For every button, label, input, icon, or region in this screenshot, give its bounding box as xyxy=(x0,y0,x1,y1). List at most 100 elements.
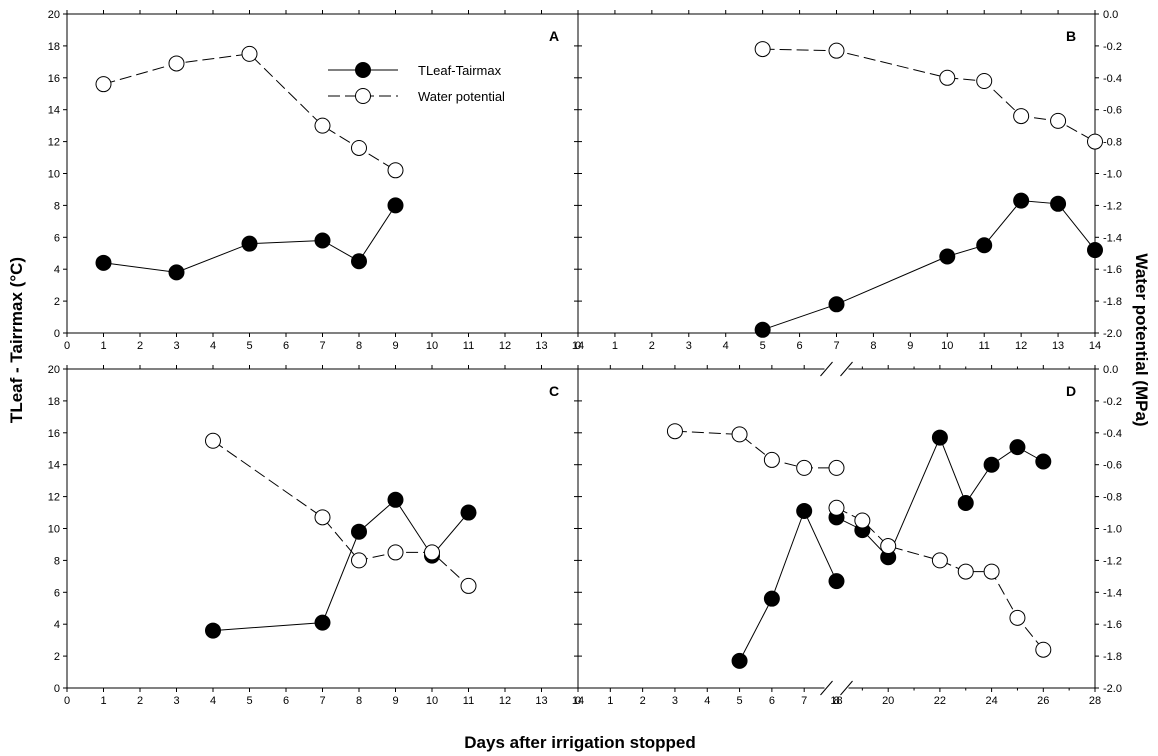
x-tick-label: 6 xyxy=(283,340,289,352)
legend-marker-tleaf xyxy=(355,62,371,78)
axis-break-mark xyxy=(820,680,833,696)
axis-break-gap xyxy=(824,682,849,694)
x-tick-label: 8 xyxy=(833,695,839,707)
x-tick-label: 8 xyxy=(870,340,876,352)
water-potential-point xyxy=(387,162,404,179)
y2-tick-label: -1.4 xyxy=(1103,232,1122,244)
water-potential-point xyxy=(168,55,185,72)
water-potential-point xyxy=(854,512,871,529)
water-potential-point xyxy=(796,459,813,476)
y2-tick-label: -1.2 xyxy=(1103,200,1122,212)
water-potential-point xyxy=(460,577,477,594)
x-tick-label: 1 xyxy=(612,340,618,352)
y2-tick-label: -1.6 xyxy=(1103,619,1122,631)
x-tick-label: 7 xyxy=(319,695,325,707)
x-tick-label: 10 xyxy=(426,695,438,707)
tleaf-tairmax-point xyxy=(1009,439,1026,456)
panel-B: 0 1 2 3 4 5 6 7 8 9 10 11 12 13 14-2.0-1.8-1.6-1.4-1.2… xyxy=(575,9,1122,352)
x-tick-label: 2 xyxy=(649,340,655,352)
y-tick-label: 2 xyxy=(54,296,60,308)
water-potential-point xyxy=(1035,641,1052,658)
y-tick-label: 14 xyxy=(48,460,60,472)
y2-tick-label: -0.2 xyxy=(1103,41,1122,53)
tleaf-tairmax-point xyxy=(1035,453,1052,470)
y2-tick-label: -1.0 xyxy=(1103,169,1122,181)
tleaf-tairmax-point xyxy=(828,573,845,590)
x-tick-label: 10 xyxy=(941,340,953,352)
water-potential-point xyxy=(241,45,258,62)
x-tick-label: 5 xyxy=(760,340,766,352)
panel-D: 0 1 2 3 4 5 6 7 818 20 22 24 26 28-2.0 -1.8 -1.6 -1.4 -1.… xyxy=(575,361,1122,707)
water-potential-point xyxy=(205,432,221,449)
water-potential-point xyxy=(754,41,771,58)
x-tick-label: 24 xyxy=(985,695,997,707)
x-tick-label: 9 xyxy=(392,340,398,352)
x-tick-label: 3 xyxy=(173,695,179,707)
tleaf-tairmax-point xyxy=(763,590,780,607)
water-potential-point xyxy=(1009,609,1026,626)
x-tick-label: 10 xyxy=(426,340,438,352)
tleaf-tairmax-point xyxy=(1050,195,1067,212)
tleaf-tairmax-point xyxy=(983,456,1000,473)
water-potential-point xyxy=(95,76,112,93)
x-tick-label: 3 xyxy=(672,695,678,707)
x-tick-label: 5 xyxy=(246,695,252,707)
tleaf-tairmax-point xyxy=(731,652,748,669)
panel-label: B xyxy=(1066,28,1076,44)
panel-frame xyxy=(577,13,1096,334)
tleaf-tairmax-point xyxy=(314,232,331,249)
panel-frame xyxy=(66,13,579,334)
water-potential-point xyxy=(666,423,683,440)
x-tick-label: 6 xyxy=(769,695,775,707)
y-tick-label: 8 xyxy=(54,200,60,212)
tleaf-tairmax-point xyxy=(205,622,221,639)
water-potential-point xyxy=(976,72,993,89)
x-tick-label: 11 xyxy=(463,695,474,707)
x-tick-label: 28 xyxy=(1089,695,1101,707)
panel-label: C xyxy=(549,383,559,399)
x-tick-label: 4 xyxy=(210,340,216,352)
y-tick-label: 6 xyxy=(54,232,60,244)
legend: TLeaf-Tairmax Water potential xyxy=(328,62,505,104)
y2-tick-label: -2.0 xyxy=(1103,328,1122,340)
y-tick-label: 14 xyxy=(48,105,60,117)
axis-break-gap xyxy=(824,363,849,375)
axis-break-mark xyxy=(820,361,833,377)
x-tick-label: 12 xyxy=(499,340,511,352)
y2-tick-label: -0.8 xyxy=(1103,492,1122,504)
x-tick-label: 6 xyxy=(797,340,803,352)
x-tick-label: 26 xyxy=(1037,695,1049,707)
x-tick-label: 9 xyxy=(907,340,913,352)
water-potential-point xyxy=(983,563,1000,580)
tleaf-tairmax-point xyxy=(931,429,948,446)
water-potential-line xyxy=(674,430,837,469)
x-tick-label: 7 xyxy=(801,695,807,707)
tleaf-tairmax-point xyxy=(168,264,185,281)
x-tick-label: 9 xyxy=(392,695,398,707)
y-tick-label: 10 xyxy=(48,169,60,181)
x-tick-label: 4 xyxy=(210,695,216,707)
water-potential-point xyxy=(351,139,367,156)
y-tick-label: 10 xyxy=(48,524,60,536)
y2-tick-label: -1.2 xyxy=(1103,555,1122,567)
tleaf-tairmax-line xyxy=(103,205,396,273)
y2-tick-label: 0.0 xyxy=(1103,364,1118,376)
tleaf-tairmax-point xyxy=(387,197,404,214)
x-tick-label: 0 xyxy=(575,695,581,707)
tleaf-tairmax-point xyxy=(828,296,845,313)
x-tick-label: 7 xyxy=(833,340,839,352)
water-potential-line xyxy=(762,48,1096,143)
x-tick-label: 5 xyxy=(737,695,743,707)
water-potential-point xyxy=(731,426,748,443)
x-tick-label: 13 xyxy=(535,340,547,352)
y-tick-label: 12 xyxy=(48,492,60,504)
tleaf-tairmax-point xyxy=(976,237,993,254)
tleaf-tairmax-point xyxy=(351,523,367,540)
y-tick-label: 16 xyxy=(48,428,60,440)
x-tick-label: 1 xyxy=(607,695,613,707)
water-potential-point xyxy=(939,69,956,86)
axis-break-mark xyxy=(840,680,853,696)
water-potential-point xyxy=(880,538,897,555)
